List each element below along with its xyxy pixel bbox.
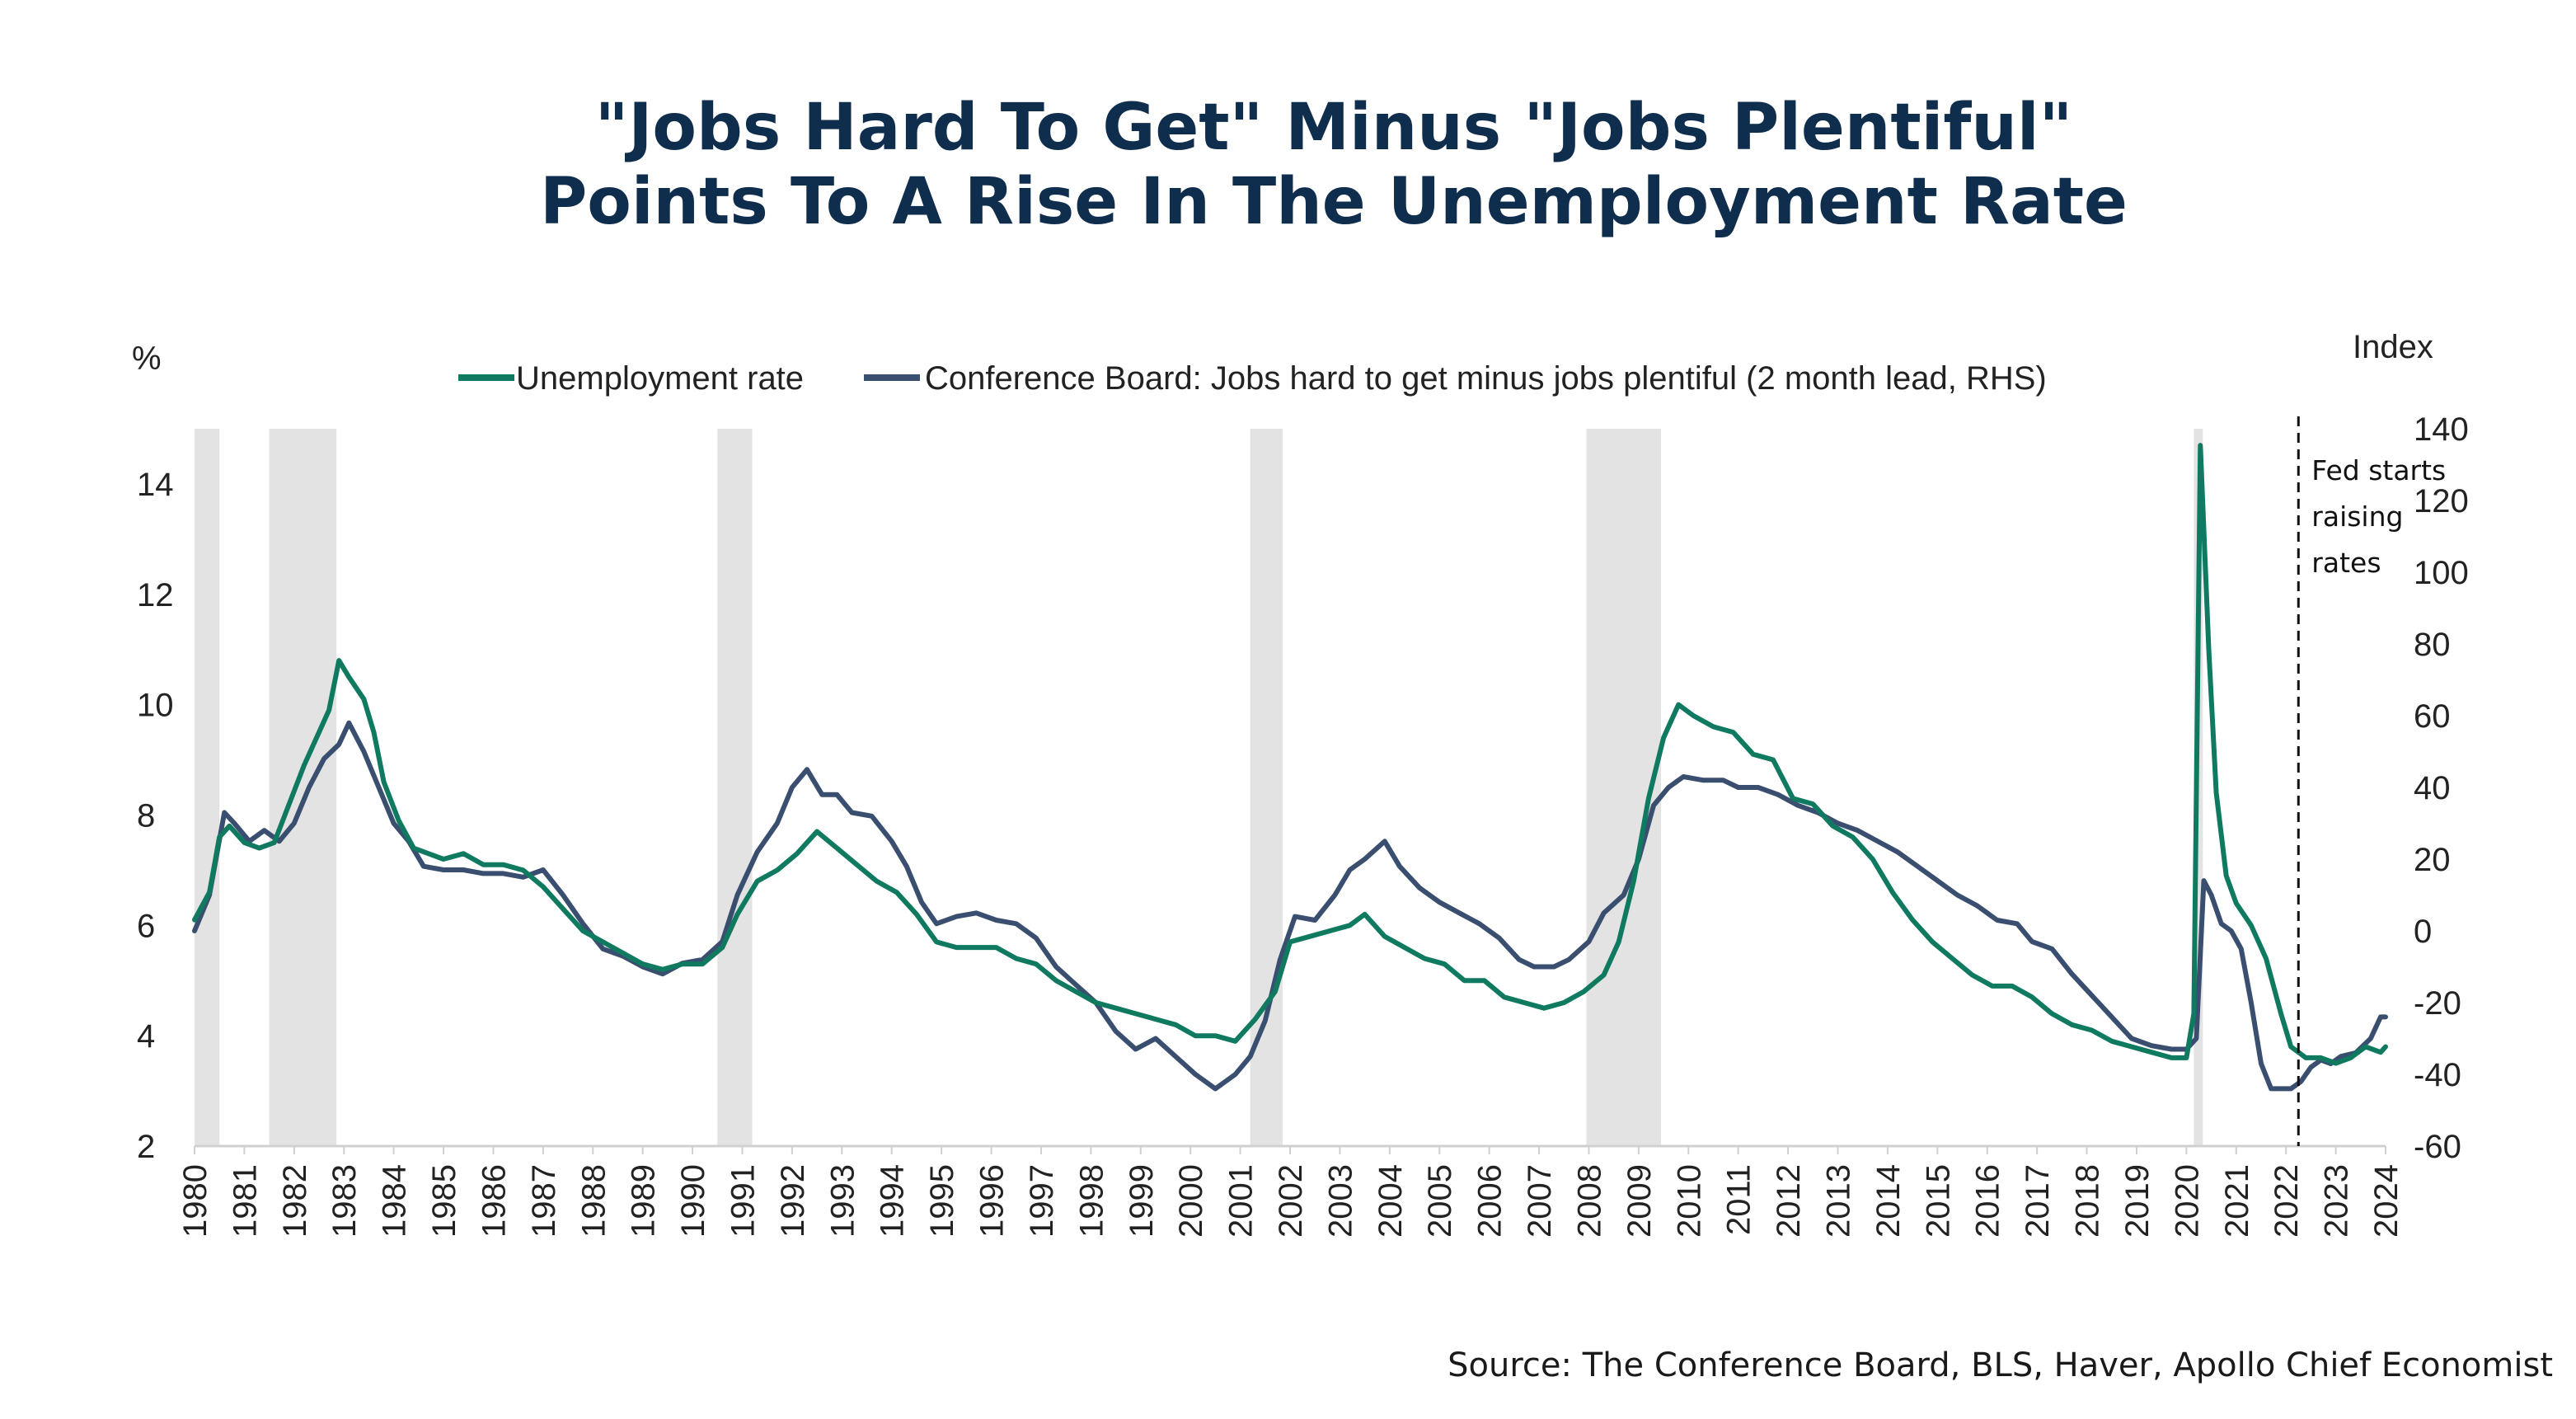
x-tick-label: 2015 xyxy=(1920,1164,1956,1238)
right-y-tick-label: 0 xyxy=(2414,914,2432,950)
x-tick-label: 2023 xyxy=(2319,1164,2355,1238)
recession-band-4 xyxy=(1586,429,1662,1146)
x-tick-label: 2012 xyxy=(1771,1164,1807,1238)
x-tick-label: 1986 xyxy=(476,1164,512,1238)
right-y-tick-label: -60 xyxy=(2414,1129,2461,1165)
source-note: Source: The Conference Board, BLS, Haver… xyxy=(1448,1346,2553,1384)
x-tick-label: 1984 xyxy=(377,1164,413,1238)
x-tick-label: 2022 xyxy=(2269,1164,2305,1238)
right-axis-label: Index xyxy=(2353,329,2433,365)
fed-annotation: Fed starts raising rates xyxy=(2297,416,2446,1146)
x-tick-label: 1998 xyxy=(1073,1164,1110,1238)
x-tick-labels: 1980 1981 1982 1983 1984 1985 1986 1987 1988 1989… xyxy=(177,1146,2405,1238)
series-line-unemployment xyxy=(192,443,2388,1066)
x-tick-label: 2006 xyxy=(1472,1164,1509,1238)
x-tick-label: 2007 xyxy=(1522,1164,1558,1238)
x-tick-label: 2005 xyxy=(1422,1164,1458,1238)
x-tick-label: 1994 xyxy=(875,1164,911,1238)
x-tick-label: 1990 xyxy=(675,1164,711,1238)
right-y-tick-label: -40 xyxy=(2414,1057,2461,1093)
x-tick-label: 1989 xyxy=(626,1164,662,1238)
x-tick-label: 1992 xyxy=(775,1164,811,1238)
legend: Unemployment rate Conference Board: Jobs… xyxy=(458,360,2047,397)
x-tick-label: 2008 xyxy=(1571,1164,1607,1238)
annotation-line-1: Fed starts xyxy=(2311,454,2446,486)
x-tick-label: 1985 xyxy=(426,1164,462,1238)
x-tick-label: 2003 xyxy=(1322,1164,1358,1238)
right-y-tick-label: 120 xyxy=(2414,483,2469,519)
x-tick-label: 1983 xyxy=(326,1164,363,1238)
x-tick-label: 1993 xyxy=(824,1164,861,1238)
recession-band-1 xyxy=(269,429,337,1146)
x-tick-label: 2018 xyxy=(2070,1164,2106,1238)
annotation-line-2: raising xyxy=(2311,500,2403,533)
left-y-tick-label: 14 xyxy=(137,467,174,503)
x-tick-label: 1996 xyxy=(974,1164,1011,1238)
x-tick-label: 2009 xyxy=(1621,1164,1658,1238)
x-tick-label: 2010 xyxy=(1671,1164,1707,1238)
right-y-tick-labels: -60 -40 -20 0 20 40 60 80 100 120 140 xyxy=(2414,411,2469,1165)
x-tick-label: 1999 xyxy=(1124,1164,1160,1238)
legend-label-conference: Conference Board: Jobs hard to get minus… xyxy=(925,360,2047,397)
x-tick-label: 2021 xyxy=(2219,1164,2255,1238)
x-tick-label: 1988 xyxy=(575,1164,612,1238)
left-y-tick-label: 4 xyxy=(137,1018,155,1055)
left-y-tick-label: 12 xyxy=(137,577,174,613)
x-tick-label: 2004 xyxy=(1372,1164,1409,1238)
legend-label-unemployment: Unemployment rate xyxy=(516,360,804,397)
right-y-tick-label: 20 xyxy=(2414,842,2451,878)
annotation-line-3: rates xyxy=(2311,547,2381,579)
recession-band-3 xyxy=(1250,429,1283,1146)
x-tick-label: 2014 xyxy=(1870,1164,1907,1238)
right-y-tick-label: 40 xyxy=(2414,770,2451,806)
right-y-tick-label: -20 xyxy=(2414,985,2461,1022)
x-tick-label: 2013 xyxy=(1821,1164,1857,1238)
left-y-tick-labels: 2 4 6 8 10 12 14 xyxy=(137,467,174,1165)
left-y-tick-label: 10 xyxy=(137,688,174,724)
recession-band-2 xyxy=(717,429,753,1146)
x-tick-label: 2001 xyxy=(1223,1164,1260,1238)
right-y-tick-label: 60 xyxy=(2414,698,2451,735)
recession-bands xyxy=(195,429,2203,1146)
title-line-2: Points To A Rise In The Unemployment Rat… xyxy=(540,165,2128,239)
right-y-tick-label: 80 xyxy=(2414,627,2451,663)
left-y-tick-label: 2 xyxy=(137,1129,155,1165)
x-tick-label: 2024 xyxy=(2368,1164,2405,1238)
x-tick-label: 1982 xyxy=(277,1164,313,1238)
title-line-1: "Jobs Hard To Get" Minus "Jobs Plentiful… xyxy=(594,91,2073,165)
x-tick-label: 2020 xyxy=(2169,1164,2205,1238)
right-y-tick-label: 100 xyxy=(2414,555,2469,591)
x-tick-label: 1997 xyxy=(1024,1164,1060,1238)
x-tick-label: 1981 xyxy=(227,1164,263,1238)
left-axis-label: % xyxy=(132,341,162,377)
series-lines xyxy=(192,443,2388,1092)
chart-title: "Jobs Hard To Get" Minus "Jobs Plentiful… xyxy=(0,91,2576,239)
x-tick-label: 1980 xyxy=(177,1164,213,1238)
x-tick-label: 1991 xyxy=(725,1164,762,1238)
x-tick-label: 2019 xyxy=(2119,1164,2156,1238)
left-y-tick-label: 8 xyxy=(137,797,155,834)
x-tick-label: 1995 xyxy=(924,1164,960,1238)
left-y-tick-label: 6 xyxy=(137,908,155,944)
x-tick-label: 2002 xyxy=(1273,1164,1309,1238)
x-tick-label: 2017 xyxy=(2020,1164,2056,1238)
x-tick-label: 2000 xyxy=(1173,1164,1209,1238)
x-tick-label: 2016 xyxy=(1970,1164,2006,1238)
recession-band-0 xyxy=(195,429,220,1146)
right-y-tick-label: 140 xyxy=(2414,411,2469,448)
x-tick-label: 1987 xyxy=(526,1164,562,1238)
series-line-conference xyxy=(192,720,2388,1092)
x-tick-label: 2011 xyxy=(1721,1164,1757,1235)
